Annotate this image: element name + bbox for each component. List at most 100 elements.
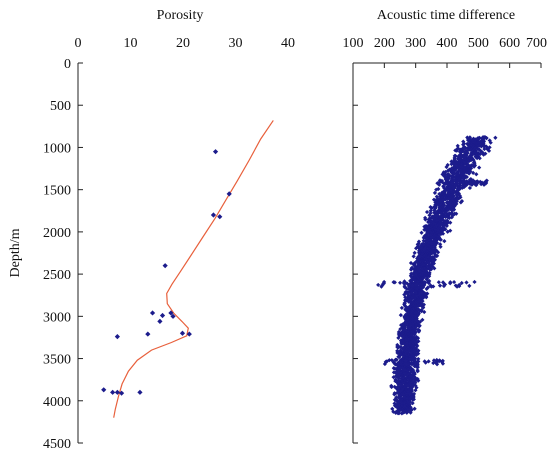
acoustic-data-point: [398, 313, 403, 318]
acoustic-data-point: [487, 145, 492, 150]
porosity-data-point: [114, 389, 120, 395]
acoustic-data-point: [449, 215, 454, 220]
acoustic-data-point: [421, 292, 426, 298]
acoustic-data-point: [383, 359, 388, 364]
acoustic-data-point: [462, 165, 467, 170]
acoustic-data-point: [465, 135, 470, 140]
acoustic-data-point: [406, 372, 411, 377]
acoustic-data-point: [397, 280, 403, 285]
acoustic-data-point: [475, 155, 480, 161]
acoustic-data-point: [431, 197, 437, 202]
acoustic-data-point: [432, 257, 438, 262]
acoustic-data-point: [426, 359, 431, 364]
acoustic-data-point: [392, 392, 397, 397]
porosity-data-point: [114, 334, 120, 340]
acoustic-data-point: [448, 280, 453, 285]
acoustic-data-point: [419, 230, 424, 235]
porosity-x-tick-label: 10: [124, 36, 138, 51]
acoustic-data-point: [458, 200, 463, 205]
acoustic-data-point: [440, 280, 446, 285]
acoustic-data-point: [413, 360, 418, 365]
acoustic-data-point: [411, 307, 416, 312]
acoustic-data-point: [427, 267, 432, 272]
acoustic-data-point: [451, 207, 456, 213]
acoustic-data-point: [405, 373, 410, 378]
acoustic-data-point: [397, 387, 402, 392]
acoustic-data-point: [428, 248, 433, 253]
acoustic-data-point: [467, 185, 473, 191]
acoustic-data-point: [376, 282, 381, 288]
acoustic-data-point: [411, 254, 416, 259]
acoustic-data-point: [417, 282, 422, 287]
acoustic-data-point: [458, 186, 463, 191]
acoustic-data-point: [421, 281, 427, 286]
acoustic-data-point: [410, 401, 415, 406]
acoustic-data-point: [457, 176, 462, 181]
acoustic-data-point: [480, 150, 485, 155]
acoustic-panel: Acoustic time difference 100 200 300 400 500 6…: [343, 8, 547, 444]
acoustic-data-point: [381, 281, 386, 286]
acoustic-data-point: [407, 371, 412, 376]
acoustic-data-point: [451, 279, 457, 285]
acoustic-data-point: [412, 364, 417, 369]
acoustic-data-point: [408, 410, 413, 415]
acoustic-data-point: [402, 328, 407, 333]
acoustic-data-point: [461, 184, 467, 190]
acoustic-data-point: [389, 358, 395, 363]
acoustic-data-point: [484, 136, 489, 141]
acoustic-data-point: [427, 213, 432, 218]
acoustic-data-point: [442, 239, 447, 244]
acoustic-data-point: [422, 309, 427, 315]
acoustic-data-point: [401, 321, 406, 327]
acoustic-data-point: [415, 369, 420, 374]
porosity-data-point: [162, 263, 168, 269]
acoustic-data-point: [436, 280, 441, 285]
acoustic-data-point: [403, 358, 408, 363]
depth-tick-label: 4500: [43, 437, 71, 452]
acoustic-data-point: [415, 349, 421, 354]
acoustic-x-tick-label: 200: [374, 36, 395, 51]
acoustic-data-point: [432, 254, 437, 260]
acoustic-data-point: [395, 345, 401, 350]
acoustic-data-point: [435, 181, 440, 186]
acoustic-data-point: [415, 365, 420, 370]
acoustic-data-point: [412, 283, 418, 288]
acoustic-data-point: [455, 160, 461, 166]
acoustic-data-point: [477, 156, 482, 161]
acoustic-data-point: [419, 309, 424, 314]
acoustic-data-point: [428, 211, 433, 216]
acoustic-data-point: [399, 333, 404, 338]
acoustic-data-point: [441, 207, 446, 212]
acoustic-data-point: [414, 339, 420, 344]
acoustic-data-point: [472, 279, 477, 285]
acoustic-data-point: [410, 373, 416, 378]
porosity-data-point: [145, 331, 151, 337]
porosity-data-point: [212, 149, 219, 155]
acoustic-data-point: [482, 144, 487, 149]
acoustic-data-point: [479, 144, 484, 149]
acoustic-data-point: [469, 166, 474, 171]
acoustic-data-point: [438, 237, 443, 242]
acoustic-data-point: [398, 344, 403, 350]
depth-tick-label: 1000: [43, 141, 71, 156]
acoustic-data-point: [422, 266, 428, 271]
acoustic-data-point: [439, 192, 444, 197]
acoustic-data-point: [407, 282, 413, 287]
porosity-title: Porosity: [157, 8, 204, 23]
acoustic-data-point: [464, 179, 469, 184]
acoustic-data-point: [433, 200, 438, 205]
acoustic-data-point: [394, 395, 399, 400]
acoustic-data-point: [439, 199, 444, 204]
porosity-data-point: [217, 214, 223, 220]
acoustic-data-point: [465, 150, 470, 156]
acoustic-data-point: [421, 305, 426, 310]
acoustic-data-point: [399, 341, 404, 346]
porosity-data-point: [226, 191, 232, 197]
acoustic-data-point: [437, 283, 443, 288]
acoustic-x-tick-label: 400: [437, 36, 458, 51]
acoustic-data-point: [398, 389, 404, 394]
acoustic-data-point: [400, 365, 405, 371]
acoustic-data-point: [460, 180, 465, 185]
acoustic-data-point: [454, 148, 459, 153]
